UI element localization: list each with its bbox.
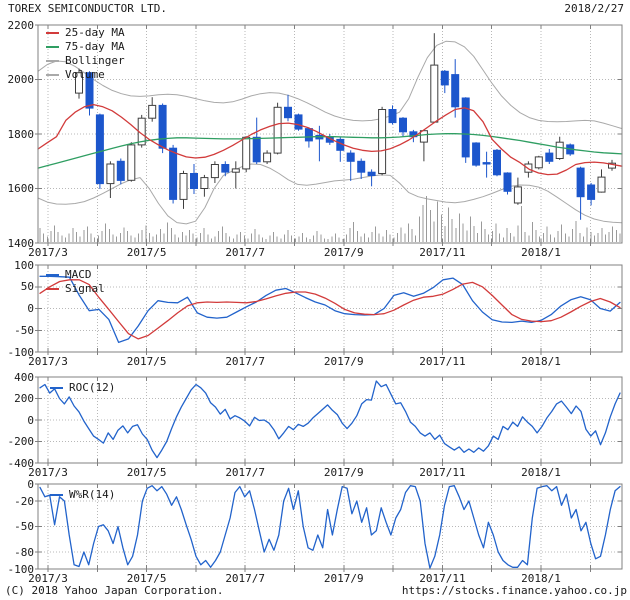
roc-legend: ROC(12) <box>50 381 115 395</box>
x-tick-label: 2017/11 <box>414 466 470 479</box>
ma75-legend-label: 75-day MA <box>65 40 125 54</box>
legend-item-wpr: W%R(14) <box>50 488 115 502</box>
chart-canvas <box>0 0 630 600</box>
volume-legend-label: Volume <box>65 68 105 82</box>
x-tick-label: 2017/7 <box>217 355 273 368</box>
wpr-line-icon <box>50 494 63 496</box>
ma25-line-icon <box>46 32 59 34</box>
signal-legend-label: Signal <box>65 282 105 296</box>
x-tick-label: 2017/11 <box>414 246 470 259</box>
bollinger-legend-label: Bollinger <box>65 54 125 68</box>
stock-chart-page: TOREX SEMICONDUCTOR LTD. 2018/2/27 25-da… <box>0 0 630 600</box>
bollinger-line-icon <box>46 60 59 62</box>
y-tick-label: 200 <box>4 392 34 405</box>
quote-date: 2018/2/27 <box>564 2 624 15</box>
x-tick-label: 2017/5 <box>119 246 175 259</box>
roc-legend-label: ROC(12) <box>69 381 115 395</box>
legend-item-roc: ROC(12) <box>50 381 115 395</box>
x-tick-label: 2017/7 <box>217 246 273 259</box>
signal-line-icon <box>46 288 59 290</box>
y-tick-label: 400 <box>4 371 34 384</box>
y-tick-label: -80 <box>4 546 34 559</box>
x-tick-label: 2018/1 <box>513 355 569 368</box>
x-tick-label: 2017/3 <box>20 355 76 368</box>
wpr-legend-label: W%R(14) <box>69 488 115 502</box>
x-tick-label: 2017/9 <box>316 572 372 585</box>
y-tick-label: 2200 <box>4 19 34 32</box>
price-legend: 25-day MA 75-day MA Bollinger Volume <box>46 26 125 82</box>
roc-line-icon <box>50 387 63 389</box>
page-title: TOREX SEMICONDUCTOR LTD. <box>8 2 167 15</box>
x-tick-label: 2017/7 <box>217 572 273 585</box>
macd-line-icon <box>46 274 59 276</box>
x-tick-label: 2017/5 <box>119 355 175 368</box>
legend-item-macd: MACD <box>46 268 105 282</box>
legend-item-bollinger: Bollinger <box>46 54 125 68</box>
ma25-legend-label: 25-day MA <box>65 26 125 40</box>
y-tick-label: 50 <box>4 280 34 293</box>
y-tick-label: -200 <box>4 435 34 448</box>
y-tick-label: 0 <box>4 302 34 315</box>
y-tick-label: 100 <box>4 259 34 272</box>
y-tick-label: 1600 <box>4 182 34 195</box>
y-tick-label: -50 <box>4 520 34 533</box>
macd-legend: MACD Signal <box>46 268 105 296</box>
legend-item-ma25: 25-day MA <box>46 26 125 40</box>
y-tick-label: 0 <box>4 478 34 491</box>
x-tick-label: 2018/1 <box>513 466 569 479</box>
x-tick-label: 2017/5 <box>119 466 175 479</box>
y-tick-label: 1800 <box>4 128 34 141</box>
legend-item-volume: Volume <box>46 68 125 82</box>
x-tick-label: 2017/9 <box>316 246 372 259</box>
x-tick-label: 2017/11 <box>414 355 470 368</box>
y-tick-label: 0 <box>4 414 34 427</box>
source-url: https://stocks.finance.yahoo.co.jp <box>402 584 627 597</box>
legend-item-signal: Signal <box>46 282 105 296</box>
legend-item-ma75: 75-day MA <box>46 40 125 54</box>
x-tick-label: 2017/9 <box>316 355 372 368</box>
x-tick-label: 2017/9 <box>316 466 372 479</box>
volume-line-icon <box>46 74 59 76</box>
x-tick-label: 2017/7 <box>217 466 273 479</box>
y-tick-label: -50 <box>4 324 34 337</box>
wpr-legend: W%R(14) <box>50 488 115 502</box>
x-tick-label: 2018/1 <box>513 246 569 259</box>
x-tick-label: 2017/3 <box>20 246 76 259</box>
y-tick-label: 2000 <box>4 73 34 86</box>
copyright-text: (C) 2018 Yahoo Japan Corporation. <box>5 584 224 597</box>
y-tick-label: -20 <box>4 495 34 508</box>
macd-legend-label: MACD <box>65 268 92 282</box>
ma75-line-icon <box>46 46 59 48</box>
